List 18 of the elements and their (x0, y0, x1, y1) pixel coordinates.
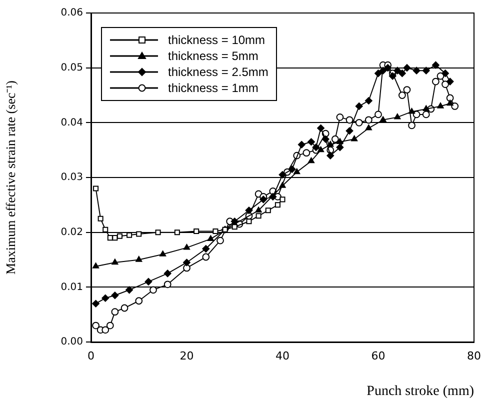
x-axis-title: Punch stroke (mm) (366, 384, 474, 399)
x-tick-label: 60 (371, 349, 386, 362)
legend-label: thickness = 10mm (168, 32, 266, 48)
y-axis-title: Maximum effective strain rate (sec⁻¹) (3, 80, 18, 274)
x-tick-label: 40 (276, 349, 290, 362)
legend-label: thickness = 2.5mm (168, 64, 268, 80)
y-tick-label: 0.01 (60, 282, 83, 293)
y-tick-label: 0.00 (60, 336, 83, 348)
x-tick-label: 20 (180, 349, 194, 362)
y-tick-label: 0.06 (60, 8, 83, 19)
legend-label: thickness = 1mm (168, 80, 258, 96)
legend-label: thickness = 5mm (168, 48, 258, 64)
y-tick-label: 0.05 (60, 62, 83, 74)
x-tick-label: 80 (467, 349, 481, 362)
y-tick-label: 0.02 (60, 226, 83, 238)
y-tick-label: 0.04 (60, 117, 83, 128)
x-tick-label: 0 (88, 349, 94, 362)
y-tick-label: 0.03 (60, 172, 83, 184)
